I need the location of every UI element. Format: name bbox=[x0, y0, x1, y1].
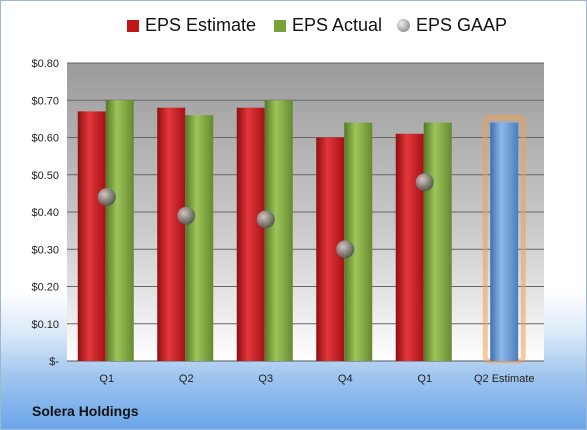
bar-eps-actual bbox=[423, 122, 452, 361]
x-tick-label: Q4 bbox=[338, 373, 353, 385]
x-tick-label: Q1 bbox=[99, 373, 114, 385]
company-name: Solera Holdings bbox=[32, 403, 139, 419]
y-tick-label: $0.80 bbox=[31, 58, 59, 70]
bar-eps-actual bbox=[264, 100, 293, 361]
bar-eps-estimate bbox=[236, 107, 265, 361]
x-tick-label: Q2 bbox=[179, 373, 194, 385]
y-tick-label: $0.60 bbox=[31, 133, 59, 145]
marker-eps-gaap bbox=[97, 188, 116, 207]
y-tick-label: $0.30 bbox=[31, 244, 59, 256]
legend-swatch-estimate bbox=[127, 19, 139, 32]
marker-eps-gaap bbox=[415, 173, 434, 192]
marker-eps-gaap bbox=[177, 206, 196, 225]
x-tick-label: Q2 Estimate bbox=[474, 373, 535, 385]
bar-eps-actual bbox=[105, 100, 134, 361]
legend-marker-gaap bbox=[397, 19, 410, 32]
marker-eps-gaap bbox=[256, 210, 275, 229]
legend-swatch-actual bbox=[274, 19, 286, 32]
y-tick-label: $0.70 bbox=[31, 95, 59, 107]
y-tick-label: $0.50 bbox=[31, 170, 59, 182]
bar-eps-estimate bbox=[157, 107, 186, 361]
y-tick-label: $0.10 bbox=[31, 319, 59, 331]
y-tick-label: $- bbox=[49, 356, 59, 368]
legend-item-gaap: EPS GAAP bbox=[397, 15, 507, 36]
legend: EPS Estimate EPS Actual EPS GAAP bbox=[1, 15, 586, 45]
legend-item-estimate: EPS Estimate bbox=[127, 15, 256, 36]
y-tick-label: $0.20 bbox=[31, 282, 59, 294]
bar-eps-estimate bbox=[395, 133, 424, 361]
y-tick-label: $0.40 bbox=[31, 207, 59, 219]
legend-label-estimate: EPS Estimate bbox=[145, 15, 257, 35]
bar-q2-estimate bbox=[490, 122, 519, 361]
bar-eps-actual bbox=[185, 115, 214, 362]
legend-item-actual: EPS Actual bbox=[274, 15, 382, 36]
legend-label-gaap: EPS GAAP bbox=[416, 15, 508, 35]
legend-label-actual: EPS Actual bbox=[292, 15, 383, 35]
x-tick-label: Q3 bbox=[258, 373, 273, 385]
x-tick-label: Q1 bbox=[417, 373, 432, 385]
marker-eps-gaap bbox=[336, 240, 355, 259]
bar-eps-estimate bbox=[77, 111, 106, 361]
